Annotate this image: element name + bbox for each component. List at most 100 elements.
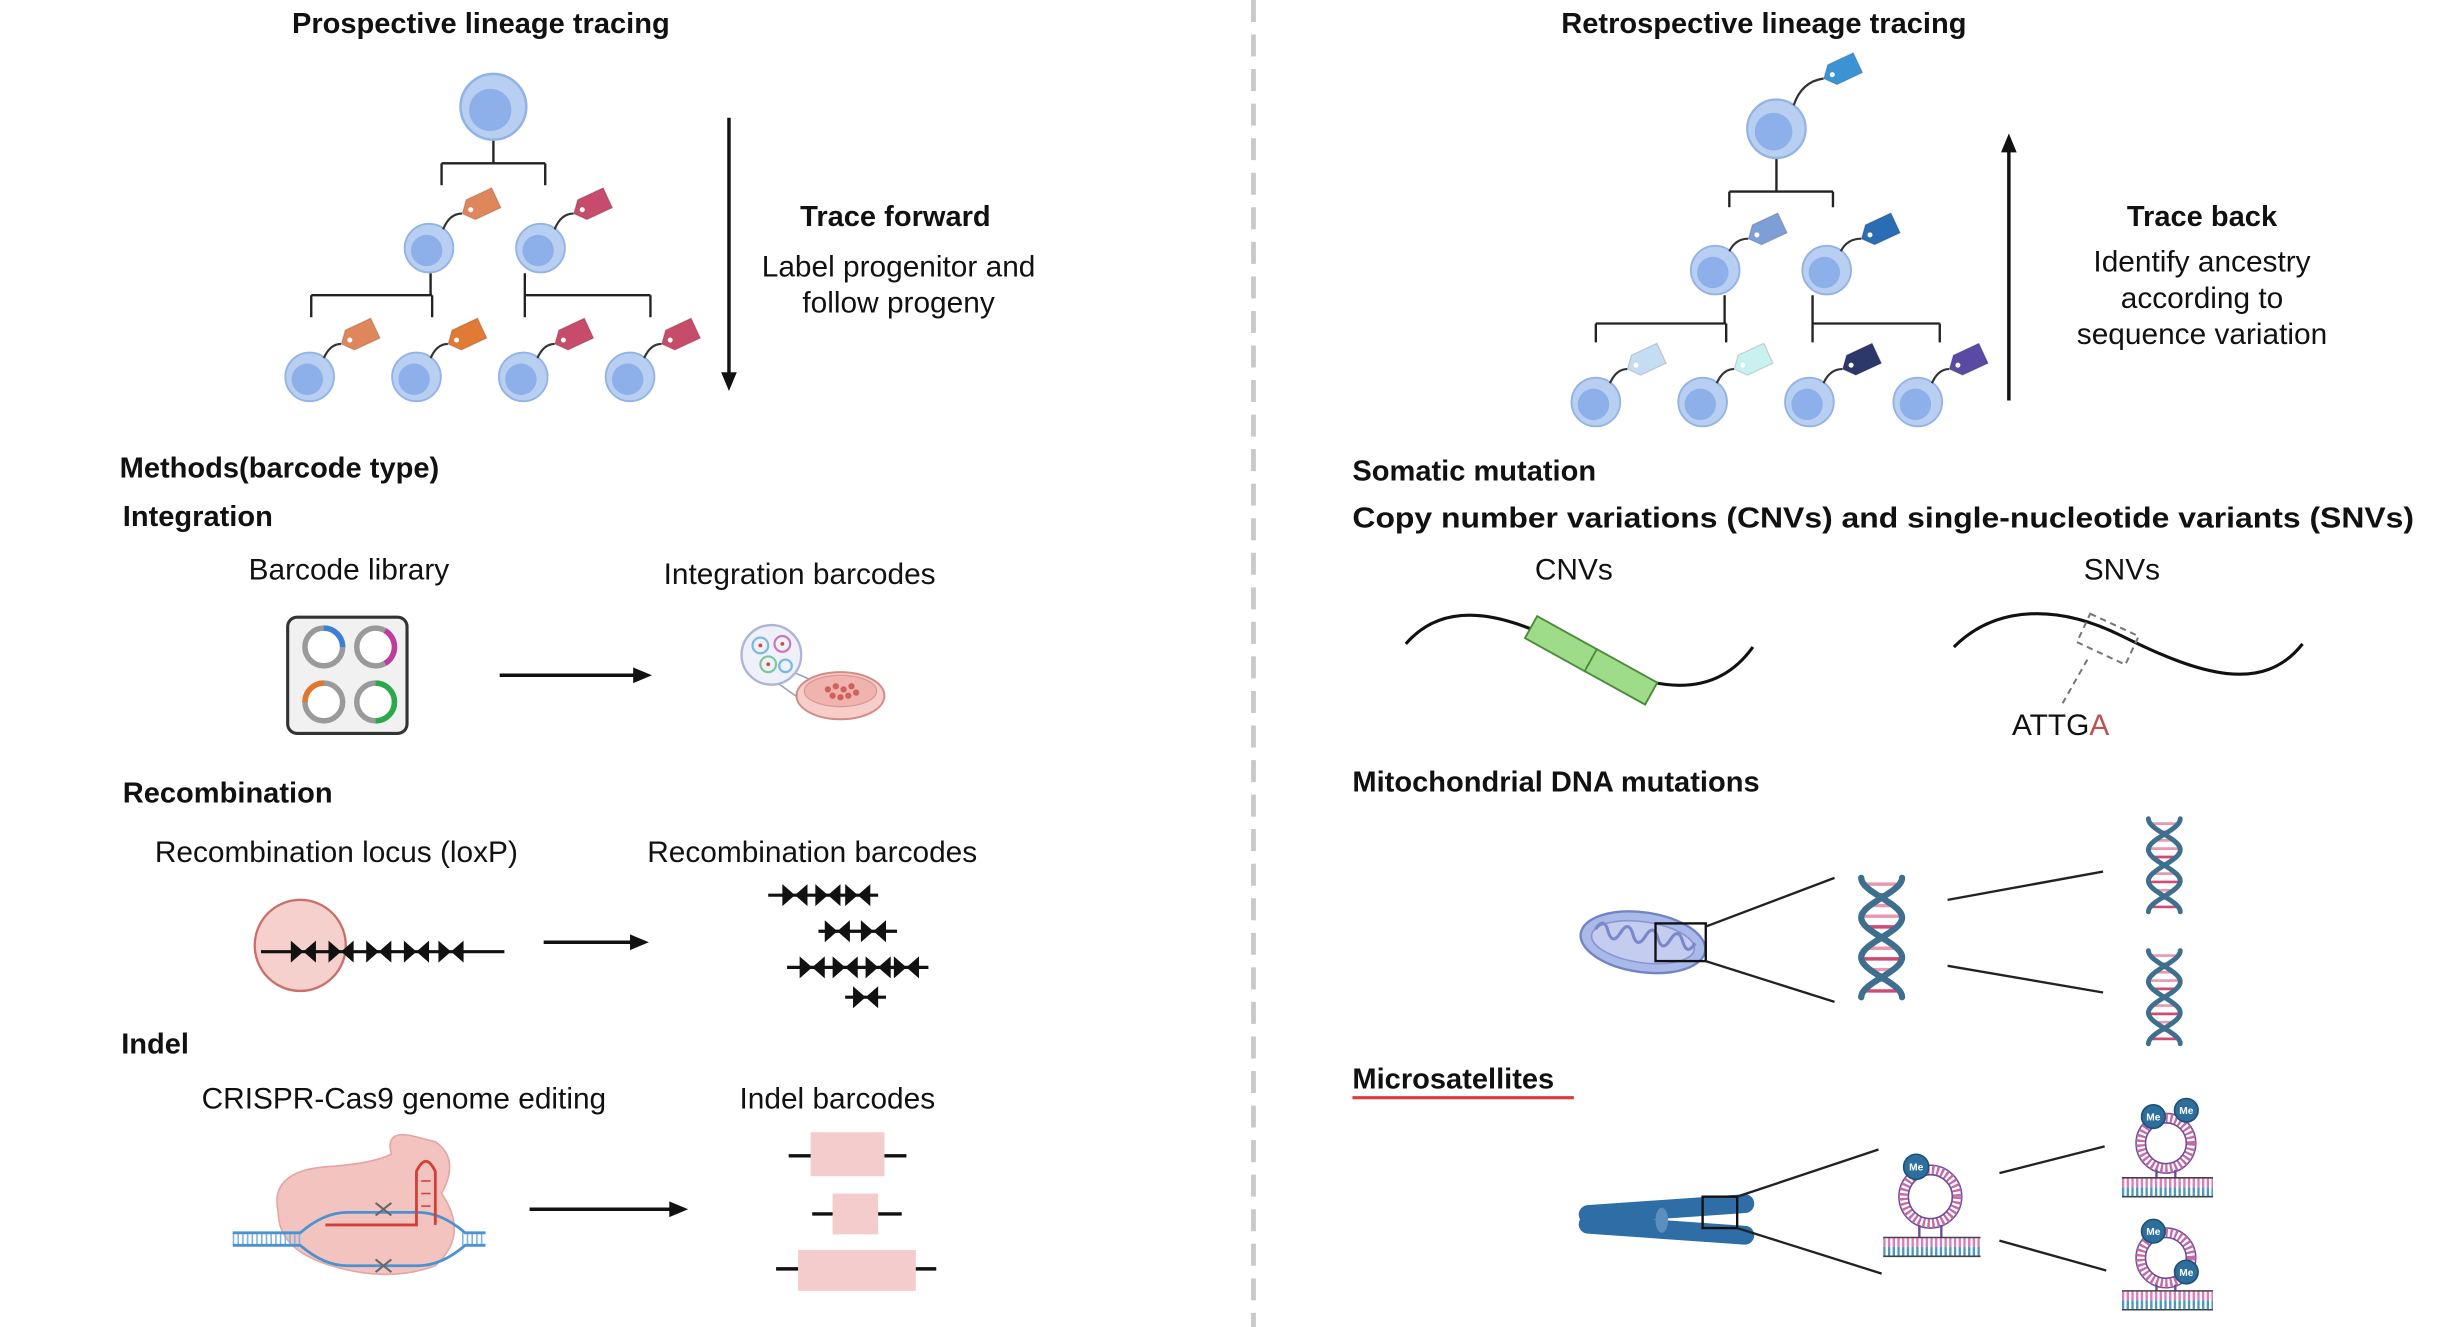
progeny-cell-icon — [391, 351, 442, 403]
progeny-cell-icon — [1892, 376, 1944, 428]
mitochondrial-section: Mitochondrial DNA mutations — [1352, 766, 2183, 1047]
tag-string — [1930, 367, 1950, 384]
retrospective-lineage-tree — [1570, 51, 1989, 428]
snv-reference-bases: ATTG — [2012, 709, 2089, 742]
integration-heading: Integration — [123, 501, 273, 533]
methyl-group-icon: Me — [2140, 1104, 2166, 1130]
microsatellite-loop-icon: Me Me — [2121, 1097, 2214, 1198]
loxp-site-icon — [366, 940, 392, 963]
petri-dish-icon — [740, 623, 886, 721]
snv-dna-strand — [1952, 612, 2304, 676]
daughter-cell-icon — [515, 222, 566, 274]
mutation-line — [1947, 870, 2104, 902]
loxp-site-icon — [403, 940, 430, 963]
methyl-label: Me — [2146, 1227, 2160, 1238]
methyl-label: Me — [2179, 1106, 2193, 1117]
tree-bracket-left — [310, 273, 434, 318]
tag-string — [1792, 77, 1824, 106]
tree-bracket-right — [1811, 295, 1941, 343]
progeny-cell-icon — [284, 351, 335, 403]
methyl-label: Me — [2146, 1112, 2160, 1123]
recombination-barcodes-label: Recombination barcodes — [647, 836, 977, 869]
chromosome-icon — [1578, 1194, 1755, 1245]
cnv-label: CNVs — [1535, 553, 1613, 586]
daughter-cell-icon — [1801, 244, 1852, 296]
tag-string — [322, 342, 342, 359]
retrospective-title: Retrospective lineage tracing — [1561, 8, 1966, 40]
trace-forward-description: Label progenitor and — [762, 250, 1036, 283]
methyl-label: Me — [2179, 1268, 2193, 1279]
loxp-site-icon — [893, 956, 919, 979]
snv-label: SNVs — [2084, 553, 2160, 586]
recombination-barcodes-icon — [768, 884, 929, 1009]
indel-section: Indel CRISPR-Cas9 genome editing Indel b… — [121, 1029, 937, 1291]
variant-highlight-box — [2075, 612, 2140, 667]
zoom-line — [1705, 876, 1835, 928]
barcode-tag-icon — [335, 317, 381, 355]
loxp-site-icon — [832, 956, 858, 979]
microsatellite-section: Microsatellites — [1352, 1063, 2214, 1311]
zoom-line — [1736, 1148, 1879, 1198]
copy-segment-icon — [1583, 647, 1659, 706]
methyl-group-icon: Me — [2173, 1259, 2199, 1285]
barcode-tag-icon — [568, 187, 614, 225]
indel-barcodes-icon — [776, 1132, 937, 1291]
tag-string — [429, 342, 448, 359]
trace-forward-arrow — [721, 117, 737, 392]
tag-string — [1608, 367, 1628, 384]
progeny-cell-icon — [604, 351, 656, 403]
integration-section: Integration Barcode library Integration … — [123, 501, 936, 735]
integration-arrow — [499, 667, 653, 684]
tag-string — [643, 342, 662, 359]
prospective-lineage-tree — [284, 72, 702, 403]
mutation-line — [1947, 964, 2104, 994]
tag-string — [1715, 367, 1735, 384]
barcode-tag-icon — [1943, 342, 1989, 380]
loxp-site-icon — [438, 940, 464, 963]
snv-variant-base: A — [2089, 709, 2109, 742]
loxp-site-icon — [853, 986, 879, 1009]
zoom-line — [1736, 1226, 1883, 1275]
recombination-locus-label: Recombination locus (loxP) — [155, 836, 518, 869]
microsatellite-loop-icon: Me — [1883, 1153, 1981, 1258]
cnv-snv-heading: Copy number variations (CNVs) and single… — [1352, 503, 2414, 535]
tag-string — [442, 212, 463, 230]
loxp-site-icon — [860, 920, 887, 943]
barcode-tag-icon — [1742, 212, 1788, 250]
loxp-site-icon — [865, 956, 891, 979]
daughter-cell-icon — [403, 222, 455, 274]
tree-bracket-right — [523, 273, 652, 318]
barcode-tag-icon — [1856, 212, 1902, 250]
trace-back-description: according to — [2121, 282, 2283, 315]
daughter-cell-icon — [1689, 244, 1741, 296]
crispr-editing-label: CRISPR-Cas9 genome editing — [202, 1083, 607, 1116]
arrow-up-icon — [2001, 133, 2017, 153]
progeny-cell-icon — [1570, 376, 1622, 428]
arrow-down-icon — [721, 372, 737, 392]
progenitor-cell-icon — [459, 72, 528, 141]
crispr-cas9-icon — [232, 1133, 486, 1276]
tag-string — [536, 342, 555, 359]
tag-string — [1839, 237, 1862, 252]
integration-barcodes-label: Integration barcodes — [664, 558, 936, 591]
tree-bracket-top — [440, 139, 547, 186]
barcode-tag-icon — [549, 317, 595, 355]
prospective-title: Prospective lineage tracing — [292, 8, 670, 40]
recombination-locus-icon — [253, 898, 505, 993]
recombination-section: Recombination Recombination locus (loxP)… — [123, 777, 977, 1009]
trace-back-description: Identify ancestry — [2093, 246, 2310, 279]
cnv-section: CNVs — [1404, 553, 1755, 706]
methods-heading: Methods(barcode type) — [120, 452, 440, 484]
loxp-site-icon — [782, 884, 808, 907]
trace-back-title: Trace back — [2127, 201, 2278, 233]
methyl-group-icon: Me — [2140, 1218, 2166, 1244]
variant-pointer — [2059, 659, 2089, 708]
progeny-cell-icon — [1677, 376, 1728, 428]
microsatellite-loop-icon: Me Me — [2121, 1218, 2214, 1311]
tree-bracket-top — [1728, 158, 1835, 208]
helix-strand — [2145, 948, 2183, 1047]
recombination-heading: Recombination — [123, 777, 333, 809]
barcode-tag-icon — [456, 187, 502, 225]
loxp-site-icon — [815, 884, 841, 907]
